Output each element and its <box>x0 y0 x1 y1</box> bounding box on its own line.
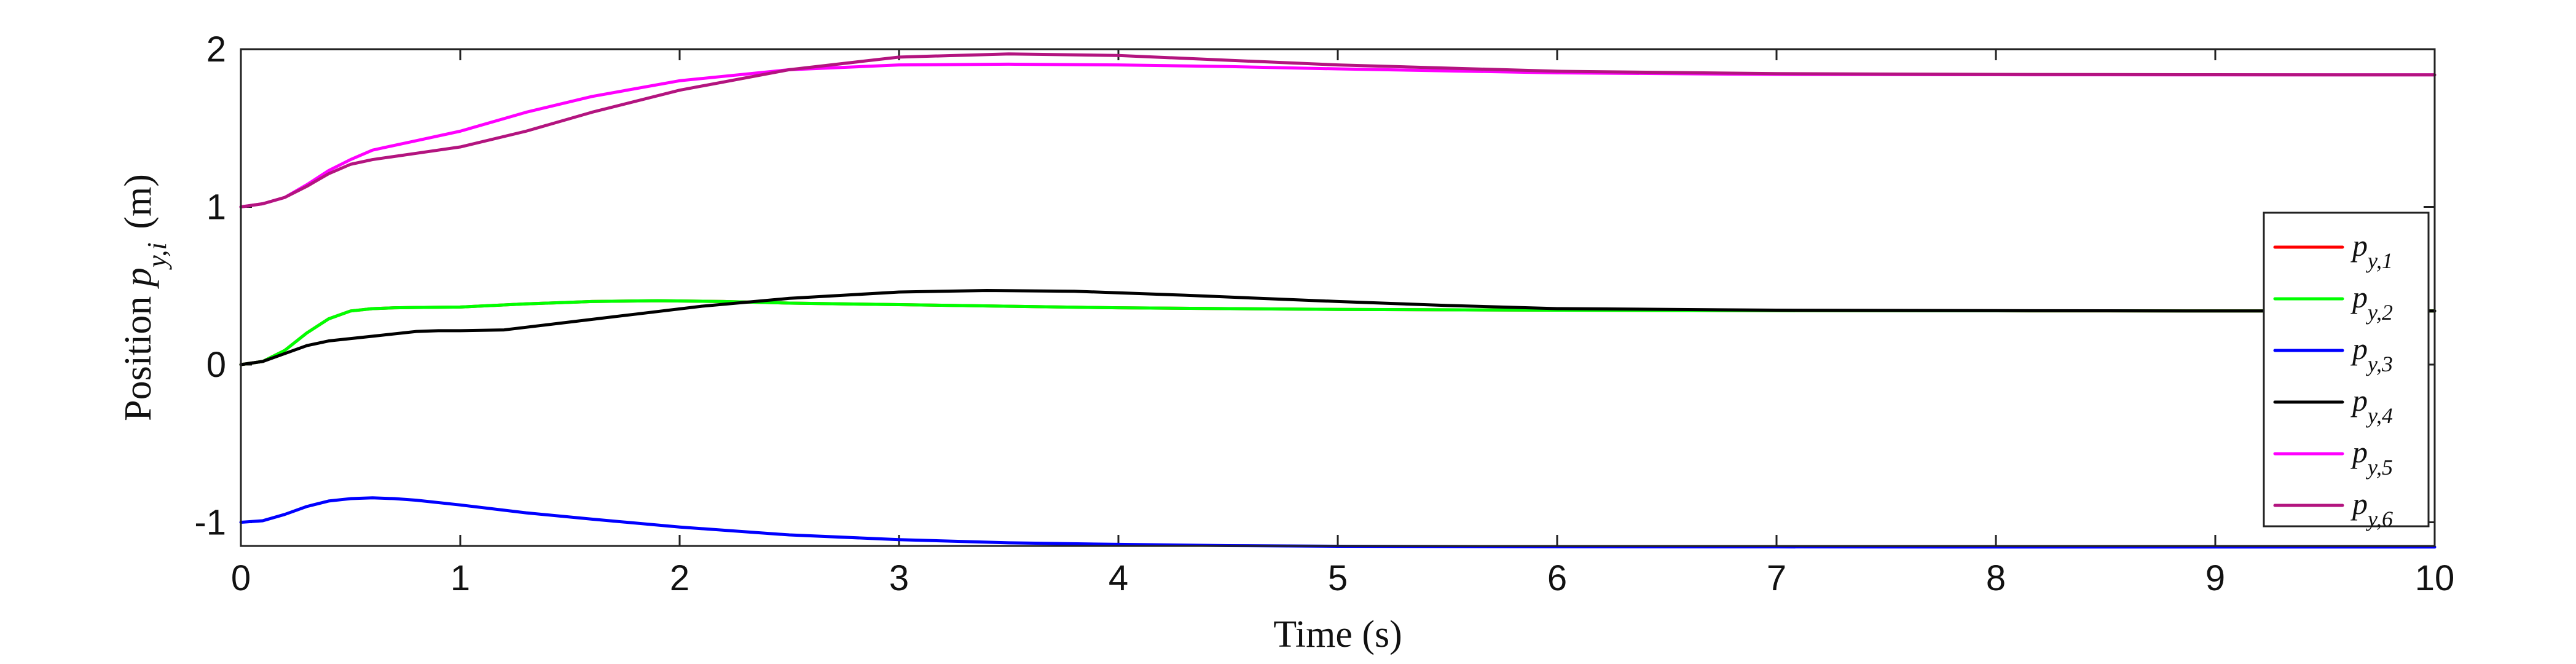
y-axis-title: Position py,i (m) <box>117 174 172 421</box>
x-tick-label-8: 8 <box>1986 558 2006 598</box>
plot-area <box>241 49 2435 546</box>
x-tick-label-1: 1 <box>450 558 470 598</box>
y-tick-label-2: 1 <box>206 188 226 227</box>
plot-frame <box>240 48 2436 547</box>
legend-label-6: py,6 <box>2350 486 2393 531</box>
legend-label-3: py,3 <box>2350 331 2393 376</box>
x-tick-label-3: 3 <box>889 558 909 598</box>
series-6-line <box>239 52 2437 209</box>
y-tick-label-0: -1 <box>194 503 226 543</box>
x-axis-title: Time (s) <box>1273 614 1402 655</box>
legend-label-2: py,2 <box>2350 280 2393 325</box>
x-tick-label-7: 7 <box>1767 558 1786 598</box>
y-tick-label-1: 0 <box>206 345 226 385</box>
y-tick-label-3: 2 <box>206 30 226 69</box>
series-4-line <box>239 288 2437 366</box>
legend-label-5: py,5 <box>2350 435 2393 480</box>
legend-label-4: py,4 <box>2350 383 2393 428</box>
x-tick-label-5: 5 <box>1328 558 1348 598</box>
x-tick-label-6: 6 <box>1547 558 1567 598</box>
legend-box <box>2263 211 2430 528</box>
x-axis: 0 1 2 3 4 5 6 7 8 9 10 <box>231 49 2454 598</box>
x-tick-label-2: 2 <box>670 558 689 598</box>
legend-label-1: py,1 <box>2350 228 2393 273</box>
x-tick-label-9: 9 <box>2205 558 2225 598</box>
x-tick-label-4: 4 <box>1109 558 1128 598</box>
x-tick-label-0: 0 <box>231 558 251 598</box>
x-tick-label-10: 10 <box>2415 558 2455 598</box>
